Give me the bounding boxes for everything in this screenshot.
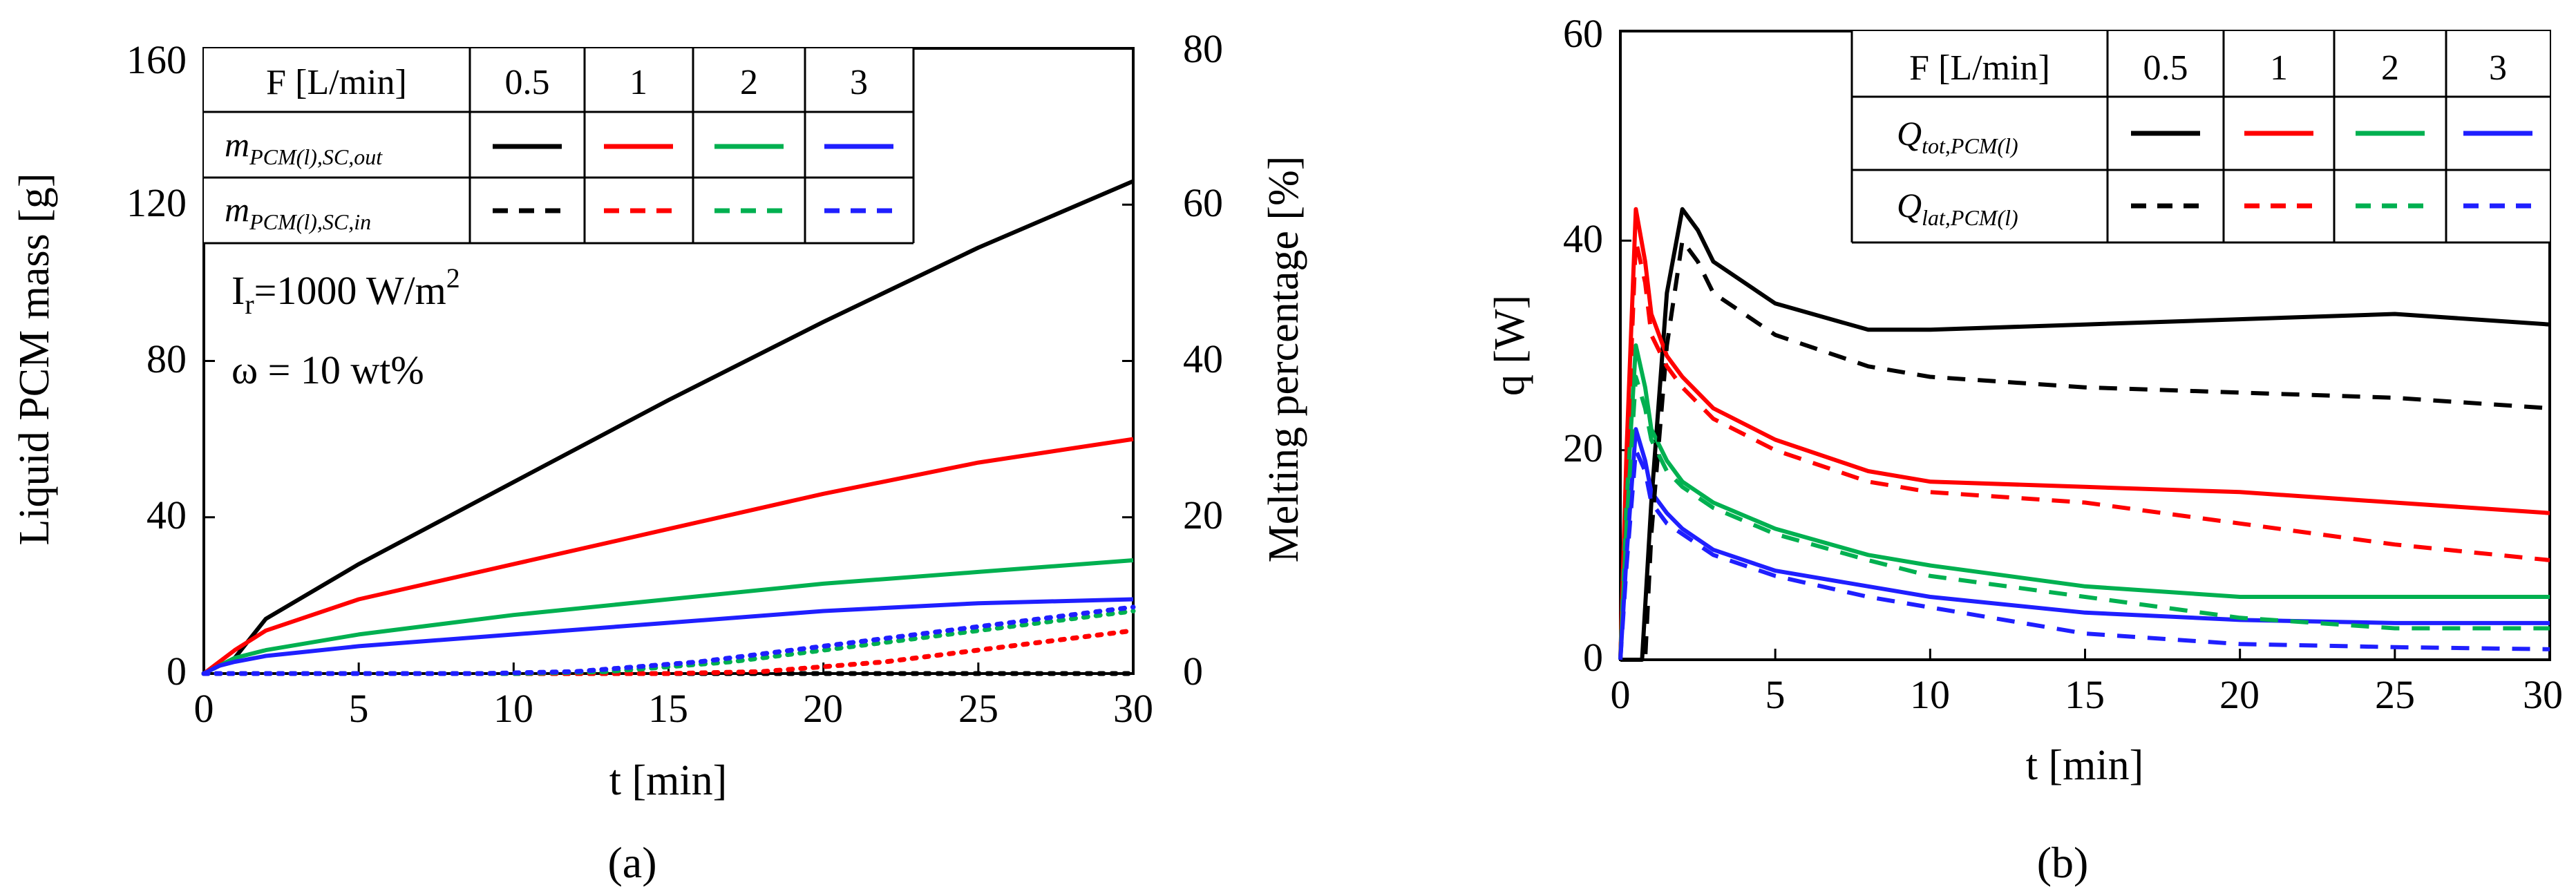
- series-line-in-3: [201, 604, 1136, 676]
- legend-a-row-label: mPCM(l),SC,out: [225, 125, 383, 169]
- legend-b-flow: 1: [2270, 48, 2288, 88]
- chart-a-ytick: 0: [167, 649, 187, 694]
- chart-a-xtick: 15: [648, 686, 688, 731]
- legend-a-flow: 1: [629, 63, 647, 102]
- chart-a-ytick: 160: [126, 37, 187, 82]
- series-line-qtot-0-5: [1620, 207, 2550, 662]
- chart-a-panel-label: (a): [607, 838, 656, 887]
- legend-b-flow: 2: [2381, 48, 2399, 88]
- legend-b-row-label: Qtot,PCM(l): [1897, 114, 2018, 158]
- series-line-out-1: [202, 437, 1134, 676]
- chart-a-y2tick: 20: [1183, 493, 1223, 537]
- series-line-qlat-2: [1618, 374, 2550, 660]
- chart-b-xtick: 0: [1611, 672, 1631, 717]
- chart-b-ytick: 20: [1563, 426, 1603, 470]
- series-line-out-3: [202, 597, 1134, 676]
- chart-a-xtick: 25: [958, 686, 998, 731]
- chart-a-y2tick: 80: [1183, 26, 1223, 71]
- chart-b: 0 20 40 60 0 5 10 15 20 25 30 t [min] q …: [1486, 11, 2563, 887]
- chart-a-series: [201, 179, 1136, 676]
- series-line-qtot-3: [1618, 427, 2550, 660]
- chart-a-mass-fraction-annotation: ω = 10 wt%: [231, 347, 424, 392]
- legend-a-header: F [L/min]: [266, 63, 407, 102]
- chart-b-xlabel: t [min]: [2026, 742, 2143, 789]
- chart-b-ytick: 40: [1563, 216, 1603, 261]
- chart-a-y2label: Melting percentage [%]: [1260, 156, 1307, 563]
- chart-a-xtick: 5: [349, 686, 369, 731]
- chart-b-ytick: 60: [1563, 11, 1603, 56]
- legend-b-row-label: Qlat,PCM(l): [1897, 186, 2018, 230]
- chart-a-xtick: 20: [803, 686, 843, 731]
- legend-a-row-label: mPCM(l),SC,in: [225, 190, 371, 234]
- chart-b-ytick: 0: [1583, 635, 1603, 680]
- chart-a-y2tick: 60: [1183, 180, 1223, 225]
- legend-a-swatches: [493, 144, 893, 213]
- chart-b-series: [1618, 207, 2550, 662]
- series-line-qlat-3: [1618, 448, 2550, 660]
- chart-a-ytick: 80: [146, 336, 187, 381]
- legend-a-flow: 3: [850, 63, 868, 102]
- chart-b-xtick: 20: [2219, 672, 2260, 717]
- legend-b-swatches: [2131, 131, 2532, 209]
- chart-a-xtick: 0: [194, 686, 214, 731]
- chart-a-y2tick: 40: [1183, 336, 1223, 381]
- legend-a-flow: 0.5: [505, 63, 550, 102]
- chart-a: 0 40 80 120 160 0 20 40 60 80 0 5 10 15 …: [11, 26, 1307, 887]
- series-line-qlat-1: [1618, 238, 2550, 660]
- legend-b-header: F [L/min]: [1909, 48, 2050, 88]
- chart-a-legend: F [L/min] 0.5 1 2 3 mPCM(l),SC,out mPCM(…: [204, 48, 915, 245]
- chart-b-legend: F [L/min] 0.5 1 2 3 Qtot,PCM(l) Qlat,PCM…: [1850, 31, 2550, 244]
- legend-b-flow: 0.5: [2143, 48, 2188, 88]
- chart-a-irradiance-annotation: Ir=1000 W/m2: [231, 263, 460, 320]
- chart-b-panel-label: (b): [2037, 838, 2089, 887]
- series-line-out-2: [202, 558, 1134, 676]
- chart-a-y2tick: 0: [1183, 649, 1203, 694]
- chart-a-xlabel: t [min]: [609, 757, 727, 804]
- legend-b-flow: 3: [2489, 48, 2507, 88]
- chart-b-xtick: 30: [2523, 672, 2563, 717]
- series-line-qtot-1: [1618, 207, 2550, 660]
- chart-b-xtick: 15: [2065, 672, 2105, 717]
- chart-b-xtick: 10: [1910, 672, 1950, 717]
- chart-b-xtick: 25: [2375, 672, 2415, 717]
- series-line-qtot-2: [1618, 343, 2550, 660]
- chart-a-ytick: 120: [126, 180, 187, 225]
- legend-a-flow: 2: [740, 63, 758, 102]
- chart-a-xtick: 30: [1113, 686, 1153, 731]
- chart-a-xtick: 10: [493, 686, 533, 731]
- chart-b-ylabel: q [W]: [1486, 295, 1533, 396]
- chart-a-ylabel: Liquid PCM mass [g]: [11, 173, 58, 545]
- chart-a-ytick: 40: [146, 493, 187, 537]
- chart-b-xtick: 5: [1765, 672, 1786, 717]
